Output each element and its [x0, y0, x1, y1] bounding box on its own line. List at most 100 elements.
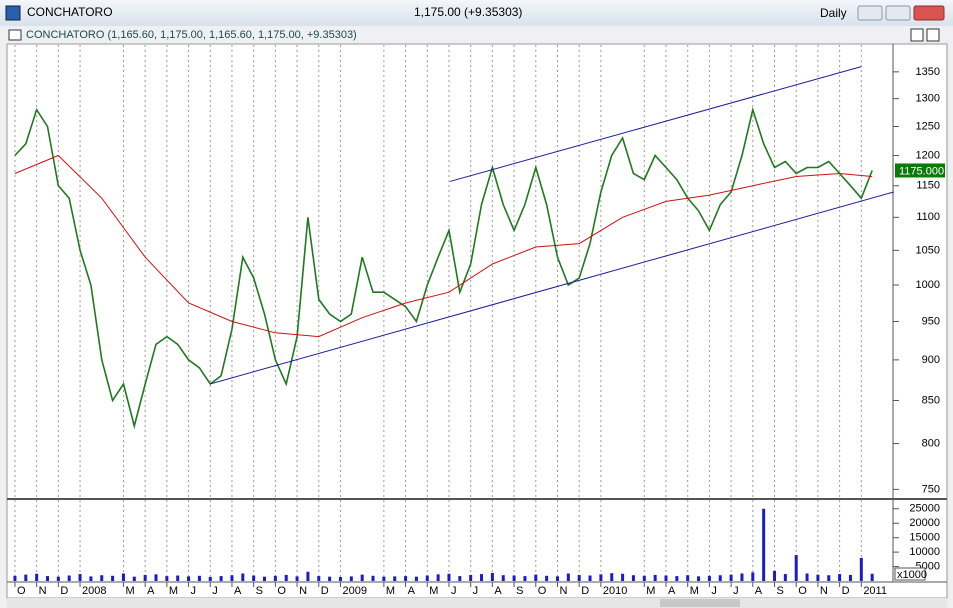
- volume-bar: [78, 574, 82, 581]
- y-tick-label: 1050: [916, 244, 940, 256]
- price-line: [14, 154, 873, 338]
- volume-bar: [675, 576, 679, 581]
- volume-bar: [490, 572, 494, 581]
- volume-bar: [425, 575, 429, 581]
- y-tick-label: 1150: [916, 180, 940, 192]
- volume-bar: [24, 574, 28, 581]
- volume-bar: [111, 575, 115, 581]
- volume-bar: [132, 576, 136, 581]
- volume-bar: [67, 575, 71, 581]
- chart-header: [0, 26, 953, 44]
- volume-bar: [371, 575, 375, 581]
- x-tick-label: J: [733, 585, 739, 597]
- app-icon: [5, 5, 21, 21]
- volume-bar: [859, 557, 863, 581]
- x-tick-label: N: [559, 585, 567, 597]
- x-tick-label: S: [256, 585, 263, 597]
- volume-bar: [707, 575, 711, 581]
- volume-bar: [762, 508, 766, 581]
- volume-bar: [306, 571, 310, 581]
- volume-bar: [686, 575, 690, 581]
- x-tick-label: J: [473, 585, 479, 597]
- volume-bar: [252, 575, 256, 581]
- x-tick-label: A: [147, 585, 155, 597]
- y-tick-label: 1000: [916, 279, 940, 291]
- y-tick-label: 1350: [916, 66, 940, 78]
- scroll-thumb[interactable]: [660, 599, 740, 607]
- y-tick-label: 15000: [909, 532, 940, 544]
- x-tick-label: A: [408, 585, 416, 597]
- x-tick-label: N: [299, 585, 307, 597]
- x-tick-label: J: [191, 585, 197, 597]
- volume-bar: [751, 572, 755, 581]
- volume-bar: [740, 573, 744, 581]
- x-tick-label: S: [777, 585, 784, 597]
- scrollbar[interactable]: [7, 598, 947, 608]
- volume-bar: [382, 576, 386, 581]
- x-tick-label: 2009: [342, 585, 366, 597]
- close-button[interactable]: [913, 5, 945, 21]
- volume-bar: [631, 575, 635, 581]
- x-tick-label: 2008: [82, 585, 106, 597]
- volume-bar: [697, 576, 701, 581]
- x-tick-label: M: [429, 585, 438, 597]
- volume-bar: [100, 575, 104, 581]
- chart-area: [6, 43, 948, 599]
- y-tick-label: 750: [922, 483, 940, 495]
- minimize-button[interactable]: [857, 5, 883, 21]
- x-tick-label: M: [169, 585, 178, 597]
- volume-bar: [197, 575, 201, 581]
- volume-bar: [165, 576, 169, 581]
- multiplier-label: x1000: [897, 569, 927, 581]
- period: Daily: [820, 6, 847, 20]
- chart-subtitle: CONCHATORO (1,165.60, 1,175.00, 1,165.60…: [26, 29, 357, 41]
- volume-bar: [794, 555, 798, 581]
- y-tick-label: 900: [922, 354, 940, 366]
- x-tick-label: M: [646, 585, 655, 597]
- volume-bar: [89, 576, 93, 581]
- y-tick-label: 10000: [909, 546, 940, 558]
- x-tick-label: A: [755, 585, 763, 597]
- x-tick-label: O: [538, 585, 547, 597]
- x-tick-label: M: [125, 585, 134, 597]
- volume-bar: [480, 574, 484, 581]
- y-tick-label: 1300: [916, 93, 940, 105]
- restore-button[interactable]: [910, 28, 924, 42]
- volume-bar: [512, 575, 516, 581]
- volume-bar: [555, 576, 559, 581]
- volume-bar: [263, 576, 267, 581]
- volume-bar: [566, 573, 570, 581]
- volume-bar: [664, 575, 668, 581]
- x-tick-label: N: [820, 585, 828, 597]
- volume-bar: [393, 576, 397, 581]
- multiplier-box: [894, 567, 926, 581]
- volume-bar: [870, 573, 874, 581]
- last-price-label: 1175.000: [899, 165, 944, 177]
- volume-bar: [241, 573, 245, 581]
- window-title: CONCHATORO: [27, 5, 113, 19]
- volume-bar: [349, 576, 353, 581]
- volume-bar: [187, 576, 191, 581]
- volume-bar: [13, 575, 17, 581]
- close-chart-button[interactable]: [926, 28, 940, 42]
- volume-bar: [219, 576, 223, 581]
- title-bar: [0, 0, 953, 26]
- trend-line: [449, 66, 862, 182]
- volume-bar: [176, 575, 180, 581]
- volume-bar: [317, 576, 321, 581]
- maximize-button[interactable]: [885, 5, 911, 21]
- volume-bar: [328, 576, 332, 581]
- x-tick-label: S: [516, 585, 523, 597]
- x-tick-label: O: [798, 585, 807, 597]
- x-tick-label: O: [17, 585, 26, 597]
- volume-bar: [588, 575, 592, 581]
- x-tick-label: D: [60, 585, 68, 597]
- x-tick-label: D: [321, 585, 329, 597]
- price-line: [14, 106, 873, 430]
- volume-bar: [642, 575, 646, 581]
- volume-bar: [653, 574, 657, 581]
- volume-bar: [208, 576, 212, 581]
- volume-bar: [718, 575, 722, 581]
- volume-bar: [154, 574, 158, 581]
